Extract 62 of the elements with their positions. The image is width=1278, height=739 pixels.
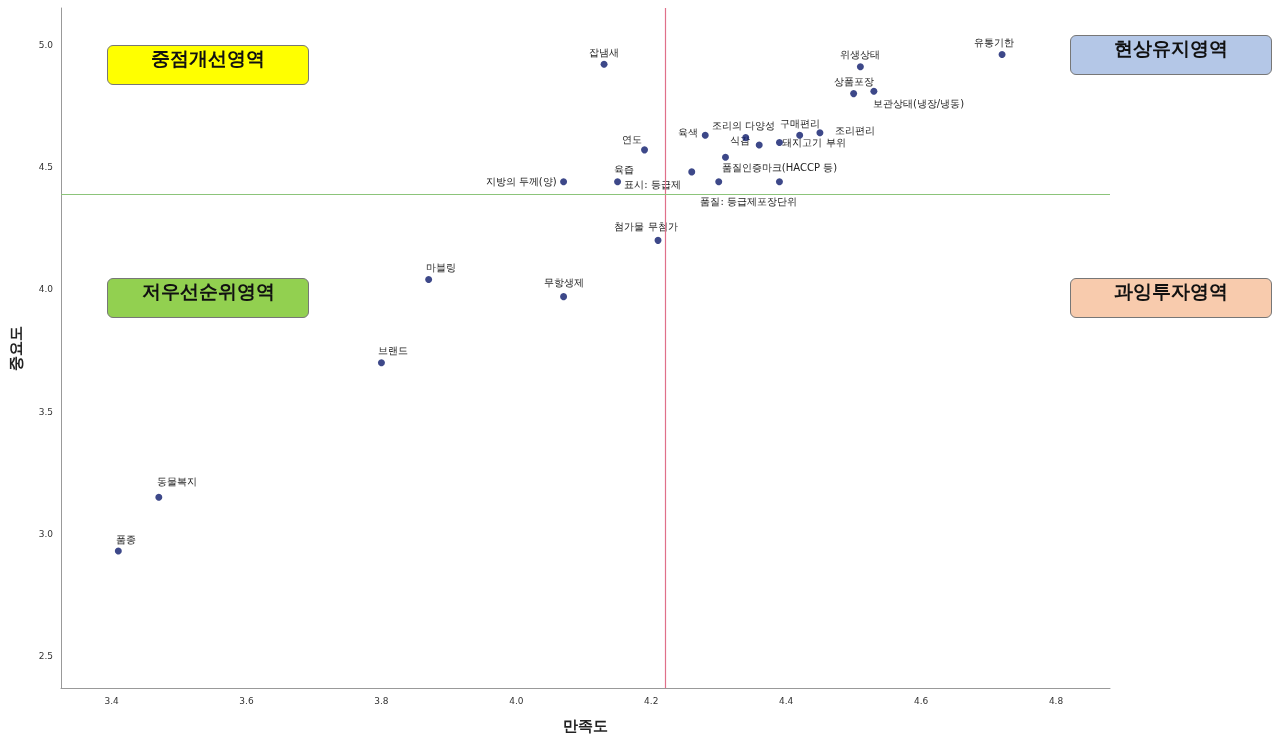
point (856, 63, 864, 71)
point (701, 131, 709, 139)
y-axis-title: 중요도 (6, 325, 25, 371)
annotation: 식감 (730, 135, 751, 147)
point (377, 359, 385, 367)
y-tick-label: 4.0 (38, 284, 54, 295)
x-tick-label: 3.8 (374, 695, 389, 706)
annotation: 지방의 두께(양) (485, 176, 557, 188)
annotation: 품종 (116, 533, 137, 545)
label-box: 현상유지영역 (1070, 35, 1272, 75)
annotation: 돼지고기 부위 (782, 137, 846, 149)
x-tick-label: 4.2 (644, 695, 659, 706)
point (998, 50, 1006, 58)
point (755, 141, 763, 149)
annotation: 마블링 (425, 262, 456, 274)
point (560, 178, 568, 186)
point (155, 493, 163, 501)
annotation: 잡냄새 (589, 46, 620, 58)
annotation: 품질: 등급제포장단위 (700, 196, 798, 208)
annotation: 구매편리 (779, 117, 820, 129)
x-axis-title: 만족도 (563, 716, 608, 735)
x-tick-label: 4.6 (913, 695, 929, 706)
x-tick-label: 4.0 (509, 695, 524, 706)
label-box: 중점개선영역 (107, 45, 309, 85)
y-tick-label: 3.5 (38, 406, 53, 417)
point (600, 60, 608, 68)
point (721, 153, 729, 161)
annotation: 동물복지 (156, 475, 197, 487)
annotation: 위생상태 (840, 49, 881, 61)
point (425, 276, 433, 284)
annotation: 브랜드 (378, 345, 409, 357)
point (870, 87, 878, 95)
point (560, 293, 568, 301)
y-tick-label: 2.5 (38, 651, 53, 662)
annotation: 품질인증마크(HACCP 등) (721, 162, 838, 174)
y-tick-label: 5.0 (38, 39, 54, 50)
annotation: 유통기한 (974, 36, 1015, 48)
point (614, 178, 622, 186)
annotation: 육즙 (613, 164, 634, 176)
annotation: 조리의 다양성 (712, 120, 776, 132)
y-tick-label: 4.5 (38, 161, 53, 172)
annotation: 무항생제 (543, 277, 584, 289)
label-box: 과잉투자영역 (1070, 278, 1272, 318)
point (654, 236, 662, 244)
x-tick-label: 3.4 (104, 695, 120, 706)
point (715, 178, 723, 186)
x-tick-label: 3.6 (239, 695, 254, 706)
x-tick-label: 4.8 (1048, 695, 1064, 706)
point (641, 146, 649, 154)
point (114, 547, 122, 555)
point (775, 178, 783, 186)
y-tick-label: 3.0 (38, 528, 54, 539)
point (816, 129, 824, 137)
annotation: 연도 (621, 134, 642, 146)
annotation: 상품포장 (833, 76, 874, 88)
label-box: 저우선순위영역 (107, 278, 309, 318)
annotation: 보관상태(냉장/냉동) (872, 97, 965, 109)
x-tick-label: 4.4 (779, 695, 794, 706)
annotation: 육색 (678, 126, 699, 138)
point (688, 168, 696, 176)
annotation: 조리편리 (834, 125, 875, 137)
point (850, 90, 858, 98)
